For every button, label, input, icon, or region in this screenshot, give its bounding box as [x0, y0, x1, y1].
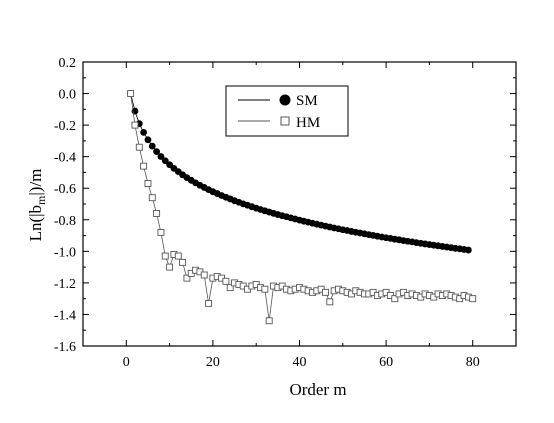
y-tick-label: -0.6	[54, 182, 76, 197]
data-point-hm	[179, 258, 187, 266]
series-sm	[127, 90, 472, 254]
data-point-sm	[157, 153, 165, 160]
data-point-hm	[265, 317, 273, 325]
series-layer	[127, 90, 477, 325]
data-point-sm	[144, 136, 152, 144]
x-tick-label: 40	[293, 355, 307, 370]
y-tick-label: -1.4	[54, 308, 76, 323]
data-point-hm	[205, 299, 213, 307]
legend-hm-marker	[280, 116, 290, 126]
data-point-hm	[166, 263, 174, 271]
y-axis-title: Ln(|bm|)/m	[26, 169, 48, 242]
data-point-hm	[144, 180, 152, 187]
data-point-hm	[183, 274, 191, 282]
data-point-hm	[469, 295, 477, 303]
data-point-hm	[222, 277, 230, 285]
x-axis-title: Order m	[289, 380, 346, 399]
y-tick-label: -0.4	[54, 151, 76, 166]
data-point-hm	[131, 121, 139, 129]
data-point-hm	[148, 194, 156, 202]
y-tick-label: -0.8	[54, 214, 76, 229]
axis-ticks: 0 20 40 60 80 0.2 0.0 -0.2 -0.4 -0.6 -0.8 -1.0 -1.2 -…	[54, 56, 517, 370]
data-point-sm	[153, 148, 161, 156]
data-point-hm	[135, 143, 143, 151]
data-point-sm	[161, 157, 169, 165]
data-point-hm	[174, 252, 182, 260]
data-point-sm	[464, 246, 472, 254]
x-tick-label: 60	[379, 355, 393, 370]
data-point-hm	[226, 284, 234, 292]
data-point-hm	[161, 252, 169, 260]
data-point-hm	[200, 271, 208, 279]
y-tick-label: -0.2	[54, 119, 76, 134]
series-hm	[127, 90, 477, 325]
x-tick-label: 20	[206, 355, 220, 370]
data-point-hm	[322, 288, 329, 296]
y-tick-label: 0.0	[59, 88, 77, 103]
y-tick-label: 0.2	[59, 56, 77, 71]
y-tick-label: -1.6	[54, 340, 76, 355]
data-point-sm	[148, 142, 156, 150]
x-tick-label: 80	[466, 355, 480, 370]
data-point-hm	[261, 285, 269, 293]
y-axis-title-main: Ln(|b	[26, 205, 45, 241]
data-point-hm	[127, 90, 135, 98]
legend-sm-label: SM	[296, 93, 318, 109]
data-point-hm	[140, 162, 148, 170]
legend-hm-label: HM	[296, 115, 320, 131]
legend: SM HM	[225, 85, 349, 137]
data-point-sm	[140, 128, 148, 136]
data-point-hm	[153, 210, 161, 217]
data-point-hm	[157, 228, 165, 236]
y-axis-title-sub: m	[34, 195, 48, 205]
y-tick-label: -1.0	[54, 245, 76, 260]
data-point-hm	[391, 295, 399, 303]
y-tick-label: -1.2	[54, 277, 76, 292]
legend-sm-marker	[279, 94, 291, 106]
legend-box	[225, 85, 349, 137]
data-point-hm	[326, 298, 334, 306]
x-tick-label: 0	[123, 355, 130, 370]
y-axis-title-tail: |)/m	[26, 169, 45, 196]
